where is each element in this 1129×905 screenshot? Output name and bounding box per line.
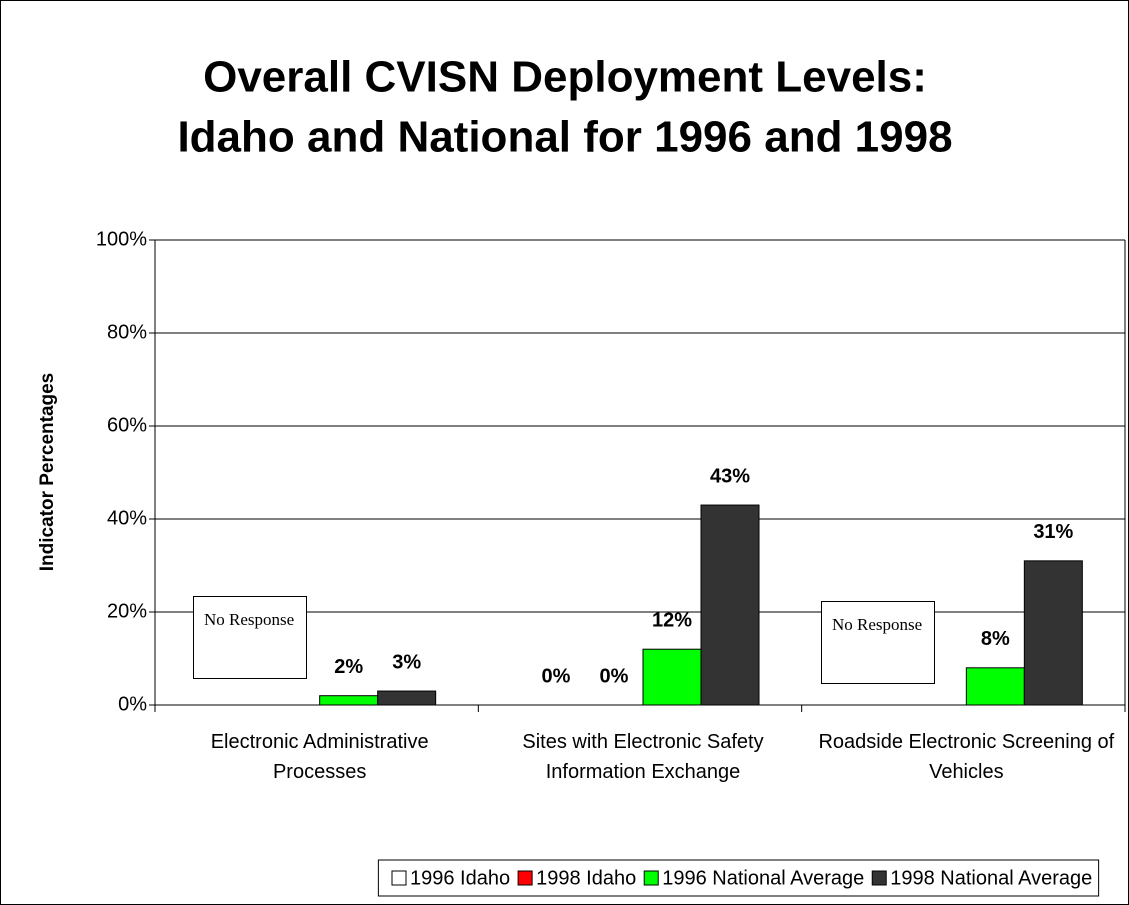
data-label: 8% <box>981 628 1010 650</box>
y-tick-label: 100% <box>96 228 147 250</box>
bar <box>700 504 760 706</box>
data-label: 3% <box>392 651 421 673</box>
y-tick-label: 0% <box>118 693 147 715</box>
legend-swatch <box>517 870 533 886</box>
bar <box>1023 560 1083 706</box>
legend-swatch <box>643 870 659 886</box>
annotation: No Response <box>821 601 935 684</box>
y-tick-label: 80% <box>107 321 147 343</box>
data-label: 31% <box>1033 521 1073 543</box>
legend-label: 1998 National Average <box>890 867 1092 889</box>
data-label: 43% <box>710 465 750 487</box>
bar <box>642 648 702 706</box>
plot-area <box>155 240 1125 705</box>
legend-label: 1996 Idaho <box>410 867 510 889</box>
x-tick-label: Roadside Electronic Screening of Vehicle… <box>818 731 1115 783</box>
data-label: 0% <box>600 665 629 687</box>
y-tick-label: 60% <box>107 414 147 436</box>
annotation: No Response <box>193 596 307 679</box>
data-label: 0% <box>542 665 571 687</box>
data-label: 2% <box>334 656 363 678</box>
x-tick-label: Sites with Electronic Safety Information… <box>522 731 764 783</box>
legend <box>377 859 1100 897</box>
y-tick-label: 40% <box>107 507 147 529</box>
data-label: 12% <box>652 609 692 631</box>
legend-swatch <box>871 870 887 886</box>
legend-label: 1996 National Average <box>662 867 864 889</box>
bar <box>319 695 379 706</box>
legend-swatch <box>391 870 407 886</box>
chart-title: Overall CVISN Deployment Levels: <box>203 53 927 102</box>
y-tick-label: 20% <box>107 600 147 622</box>
bar <box>377 690 437 706</box>
chart-title: Idaho and National for 1996 and 1998 <box>177 113 952 162</box>
y-axis-label: Indicator Percentages <box>37 373 58 572</box>
x-tick-label: Electronic Administrative Processes <box>210 731 429 783</box>
bar <box>965 667 1025 706</box>
legend-label: 1998 Idaho <box>536 867 636 889</box>
